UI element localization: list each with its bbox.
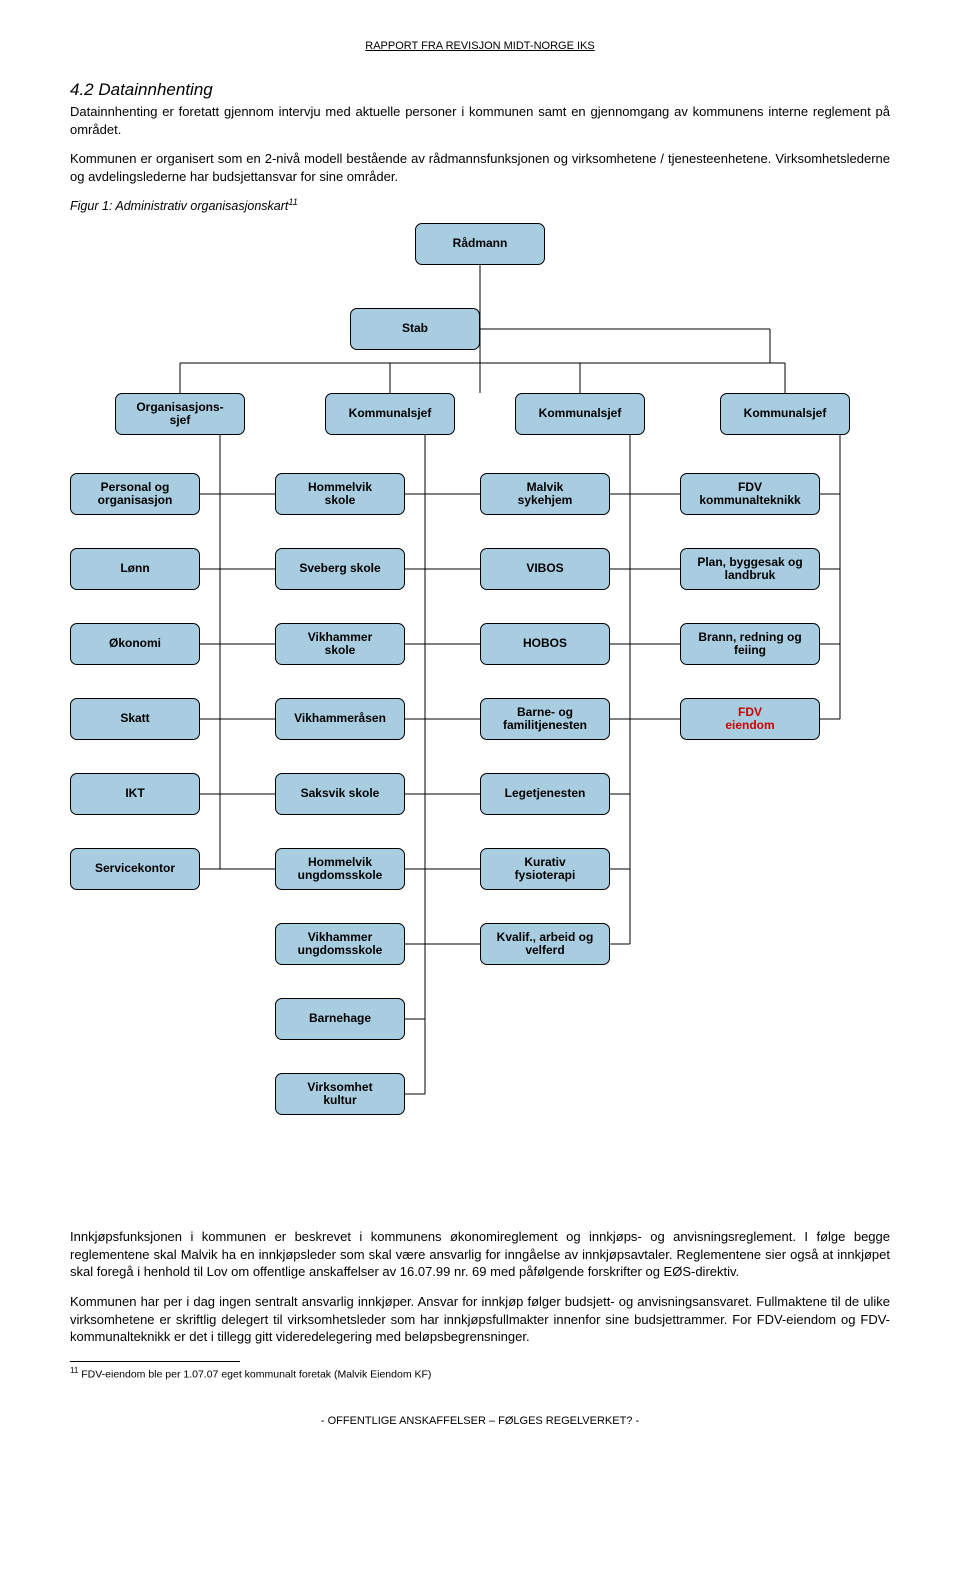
figure-footnote-mark: 11 [288, 197, 297, 207]
org-node-b9: Virksomhetkultur [275, 1073, 405, 1115]
org-node-c1: Malviksykehjem [480, 473, 610, 515]
org-node-b7: Vikhammerungdomsskole [275, 923, 405, 965]
org-node-d2: Plan, byggesak oglandbruk [680, 548, 820, 590]
figure-caption-text: Figur 1: Administrativ organisasjonskart [70, 199, 288, 213]
org-node-b5: Saksvik skole [275, 773, 405, 815]
org-node-c7: Kvalif., arbeid ogvelferd [480, 923, 610, 965]
paragraph-3: Innkjøpsfunksjonen i kommunen er beskrev… [70, 1228, 890, 1281]
footnote-text: FDV-eiendom ble per 1.07.07 eget kommuna… [78, 1368, 431, 1380]
org-node-a6: Servicekontor [70, 848, 200, 890]
org-node-b2: Sveberg skole [275, 548, 405, 590]
paragraph-2: Kommunen er organisert som en 2-nivå mod… [70, 150, 890, 185]
org-node-orgsjef: Organisasjons-sjef [115, 393, 245, 435]
org-node-b4: Vikhammeråsen [275, 698, 405, 740]
org-node-ks1: Kommunalsjef [325, 393, 455, 435]
section-title: 4.2 Datainnhenting [70, 80, 890, 100]
org-node-radmann: Rådmann [415, 223, 545, 265]
org-node-a3: Økonomi [70, 623, 200, 665]
org-node-c5: Legetjenesten [480, 773, 610, 815]
figure-caption: Figur 1: Administrativ organisasjonskart… [70, 197, 890, 213]
org-node-a2: Lønn [70, 548, 200, 590]
org-node-c3: HOBOS [480, 623, 610, 665]
org-node-a1: Personal ogorganisasjon [70, 473, 200, 515]
org-node-ks3: Kommunalsjef [720, 393, 850, 435]
org-node-d4: FDVeiendom [680, 698, 820, 740]
paragraph-4: Kommunen har per i dag ingen sentralt an… [70, 1293, 890, 1346]
org-node-d1: FDVkommunalteknikk [680, 473, 820, 515]
org-node-ks2: Kommunalsjef [515, 393, 645, 435]
org-node-a4: Skatt [70, 698, 200, 740]
org-node-stab: Stab [350, 308, 480, 350]
org-node-b3: Vikhammerskole [275, 623, 405, 665]
org-node-b1: Hommelvikskole [275, 473, 405, 515]
paragraph-1: Datainnhenting er foretatt gjennom inter… [70, 103, 890, 138]
org-node-c6: Kurativfysioterapi [480, 848, 610, 890]
page-header: RAPPORT FRA REVISJON MIDT-NORGE IKS [70, 40, 890, 52]
footnote-separator [70, 1361, 240, 1362]
footnote: 11 FDV-eiendom ble per 1.07.07 eget komm… [70, 1366, 890, 1381]
org-node-b6: Hommelvikungdomsskole [275, 848, 405, 890]
org-node-c4: Barne- ogfamilitjenesten [480, 698, 610, 740]
page-footer: - OFFENTLIGE ANSKAFFELSER – FØLGES REGEL… [70, 1415, 890, 1427]
org-node-d3: Brann, redning ogfeiing [680, 623, 820, 665]
org-node-a5: IKT [70, 773, 200, 815]
org-chart: Rådmann Stab Organisasjons-sjef Kommunalsje… [70, 223, 890, 1203]
org-node-c2: VIBOS [480, 548, 610, 590]
org-node-b8: Barnehage [275, 998, 405, 1040]
